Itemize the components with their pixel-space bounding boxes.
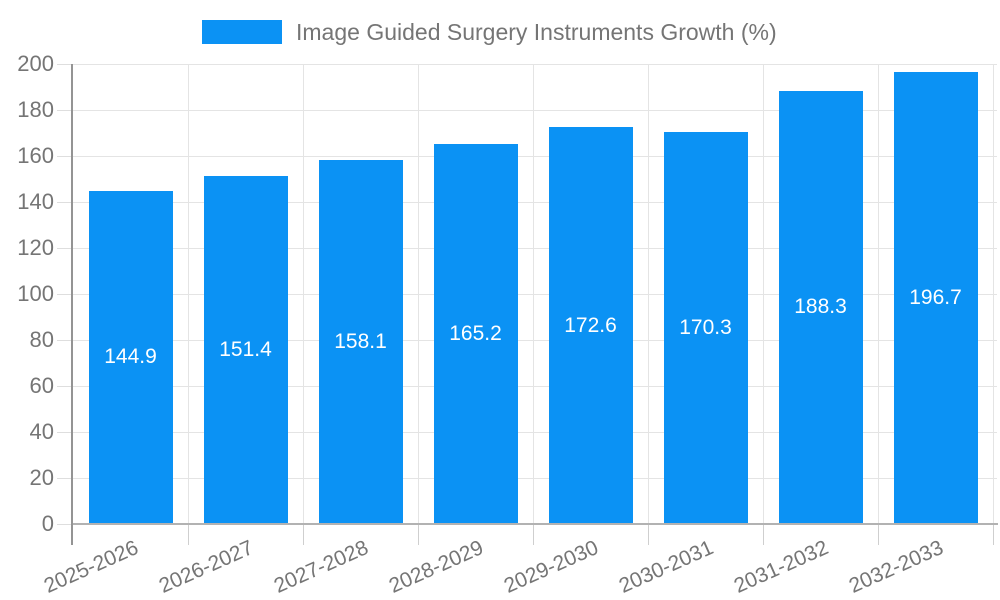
bar [663,132,748,524]
y-tick [57,155,72,157]
bar [433,144,518,524]
gridline-h [73,63,997,65]
y-tick [57,385,72,387]
x-tick [417,524,419,545]
gridline-v [417,64,419,524]
y-tick [57,431,72,433]
y-tick [57,247,72,249]
x-category-label: 2026-2027 [155,536,257,598]
y-tick [57,339,72,341]
y-tick [57,201,72,203]
y-tick-label: 160 [17,143,54,168]
y-tick-label: 120 [17,235,54,260]
x-tick [877,524,879,545]
x-tick [647,524,649,545]
y-tick-label: 100 [17,281,54,306]
x-axis-line [73,523,998,525]
bar-value-label: 158.1 [334,330,387,354]
gridline-v [302,64,304,524]
bar [318,160,403,524]
bar-value-label: 144.9 [104,345,157,369]
x-category-label: 2032-2033 [845,536,947,598]
x-tick [187,524,189,545]
y-axis-line [71,64,73,545]
gridline-h [73,293,997,295]
legend: Image Guided Surgery Instruments Growth … [0,0,1000,50]
chart-title: Image Guided Surgery Instruments Growth … [296,19,777,45]
x-tick [992,524,994,545]
x-tick [302,524,304,545]
y-tick-label: 180 [17,97,54,122]
bar [548,127,633,524]
x-category-label: 2029-2030 [500,536,602,598]
bar-value-label: 165.2 [449,322,502,346]
x-category-label: 2030-2031 [615,536,717,598]
gridline-h [73,477,997,479]
x-category-label: 2025-2026 [40,536,142,598]
x-category-label: 2031-2032 [730,536,832,598]
gridline-h [73,109,997,111]
x-tick [762,524,764,545]
y-tick-label: 40 [29,419,54,444]
bar [893,71,978,524]
gridline-v [877,64,879,524]
y-tick-label: 200 [17,51,54,76]
gridline-v [647,64,649,524]
y-tick-label: 80 [29,327,54,352]
y-tick-label: 0 [41,511,54,536]
bar [778,90,863,524]
y-tick-label: 60 [29,373,54,398]
gridline-v [532,64,534,524]
gridline-v [992,64,994,524]
y-tick-label: 20 [29,465,54,490]
y-tick [57,477,72,479]
gridline-v [187,64,189,524]
gridline-h [73,247,997,249]
y-tick-label: 140 [17,189,54,214]
gridline-h [73,385,997,387]
y-tick [57,293,72,295]
bar [203,175,288,524]
x-category-label: 2027-2028 [270,536,372,598]
gridline-h [73,155,997,157]
x-tick [532,524,534,545]
y-tick [57,63,72,65]
x-category-label: 2028-2029 [385,536,487,598]
bar-value-label: 172.6 [564,313,617,337]
gridline-h [73,431,997,433]
bar [88,190,173,524]
legend-swatch [202,20,282,44]
bar-value-label: 196.7 [909,285,962,309]
bar-value-label: 151.4 [219,337,272,361]
y-tick [57,109,72,111]
y-tick [57,523,72,525]
gridline-h [73,201,997,203]
gridline-h [73,339,997,341]
bar-value-label: 170.3 [679,316,732,340]
gridline-v [762,64,764,524]
bar-value-label: 188.3 [794,295,847,319]
